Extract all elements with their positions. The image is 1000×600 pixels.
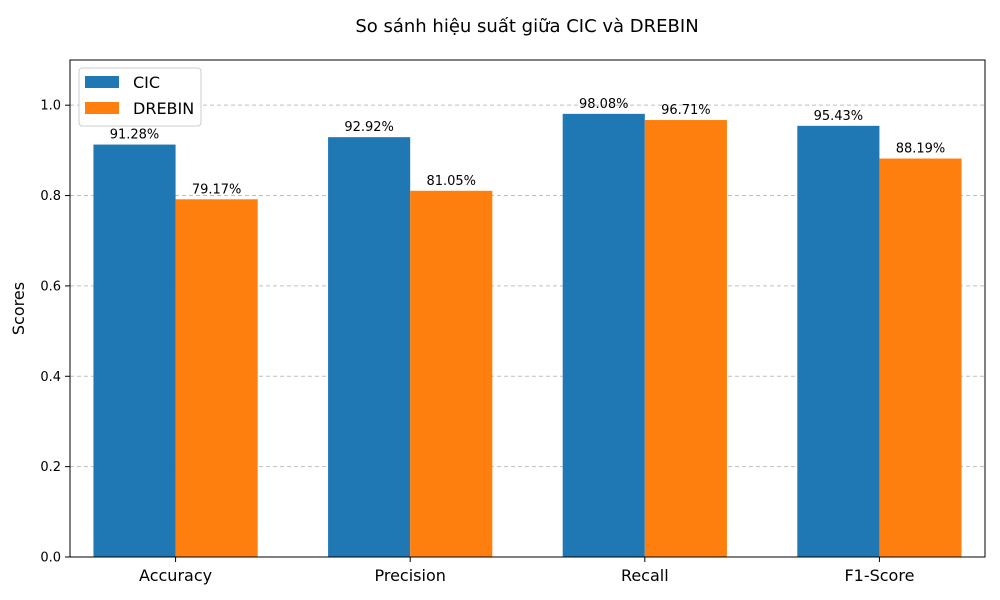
data-label: 96.71% [661, 103, 711, 118]
bar-cic-precision [328, 137, 411, 558]
y-axis-label: Scores [9, 282, 28, 335]
bar-drebin-recall [644, 120, 727, 558]
x-tick-label: Recall [621, 566, 669, 585]
y-tick-label: 0.2 [40, 460, 61, 475]
legend-label: CIC [133, 73, 160, 92]
bar-cic-f1-score [797, 125, 880, 558]
data-label: 92.92% [344, 120, 394, 135]
y-tick-label: 1.0 [40, 99, 61, 114]
data-label: 98.08% [579, 97, 629, 112]
data-label: 79.17% [192, 182, 242, 197]
data-label: 95.43% [814, 109, 864, 124]
y-tick-label: 0.6 [40, 279, 61, 294]
bar-drebin-precision [410, 190, 493, 557]
x-tick-label: Accuracy [139, 566, 212, 585]
chart-title: So sánh hiệu suất giữa CIC và DREBIN [355, 16, 698, 37]
bars [93, 113, 962, 558]
grid [70, 104, 985, 468]
y-tick-label: 0.4 [40, 370, 61, 385]
bar-drebin-f1-score [879, 158, 962, 557]
bar-cic-recall [562, 113, 645, 558]
legend-swatch [85, 76, 119, 88]
data-label: 81.05% [426, 174, 476, 189]
y-tick-label: 0.0 [40, 551, 61, 566]
bar-labels: 91.28% 79.17% 92.92% 81.05% 98.08% 96.71% 95.4… [110, 97, 946, 197]
axes: 0.0 0.2 0.4 0.6 0.8 1.0 Accuracy Precision Recal… [40, 99, 914, 585]
legend-label: DREBIN [133, 99, 194, 118]
y-tick-label: 0.8 [40, 189, 61, 204]
x-tick-label: F1-Score [844, 566, 914, 585]
plot-frame [69, 59, 986, 558]
data-label: 88.19% [896, 142, 946, 157]
data-label: 91.28% [110, 128, 160, 143]
legend: CIC DREBIN [78, 67, 202, 127]
bar-drebin-accuracy [175, 199, 258, 558]
bar-cic-accuracy [93, 144, 176, 557]
legend-swatch [85, 102, 119, 114]
x-tick-label: Precision [374, 566, 445, 585]
